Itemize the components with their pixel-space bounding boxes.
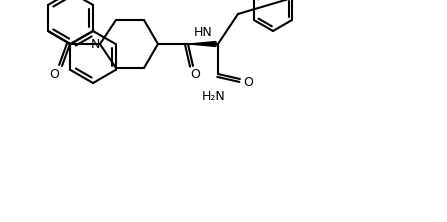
Text: H₂N: H₂N [202,89,226,103]
Text: O: O [49,67,59,81]
Polygon shape [190,42,216,46]
Text: O: O [190,67,200,81]
Text: HN: HN [194,26,212,38]
Text: O: O [243,75,253,89]
Text: N: N [90,38,100,52]
